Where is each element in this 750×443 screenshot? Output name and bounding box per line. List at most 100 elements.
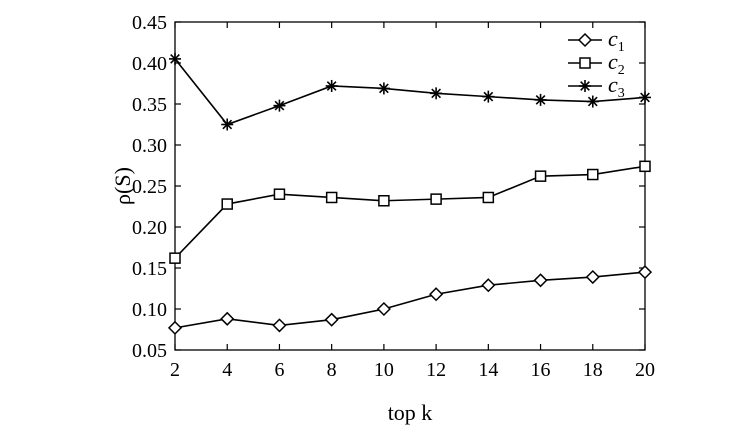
x-axis: 2 4 6 8 10 12 14 16 18 20 (170, 22, 655, 381)
star-marker-stroke (640, 92, 650, 103)
series-layer (167, 52, 653, 335)
legend-item-c3: c3 (568, 72, 625, 101)
series-c2 (169, 160, 651, 264)
data-point-c2 (482, 191, 495, 204)
data-point-c1 (481, 278, 496, 293)
series-line-c3 (174, 58, 646, 126)
legend-label: c1 (608, 26, 625, 55)
legend-label-base: c (608, 72, 618, 97)
legend-marker (577, 32, 593, 48)
y-tick-label: 0.15 (132, 258, 167, 280)
diamond-marker-shape (167, 320, 183, 335)
x-tick-label: 12 (426, 359, 446, 381)
square-marker-shape (534, 170, 547, 182)
diamond-marker-shape (429, 287, 444, 302)
legend-marker (579, 80, 591, 92)
x-tick-label: 2 (170, 359, 180, 381)
star-marker-stroke (483, 91, 494, 102)
square-marker-shape (639, 160, 651, 173)
y-tick-label: 0.20 (132, 217, 167, 239)
data-point-c1 (533, 273, 548, 288)
data-point-c2 (221, 198, 233, 210)
square-marker-shape (325, 191, 338, 204)
data-point-c1 (637, 265, 653, 280)
legend-marker (579, 57, 591, 69)
diamond-marker-shape (585, 269, 600, 285)
square-marker-shape (169, 252, 181, 264)
data-point-c3 (586, 95, 599, 108)
data-point-c2 (587, 168, 599, 181)
legend-label-subscript: 3 (618, 86, 625, 101)
x-tick-label: 8 (327, 359, 337, 381)
y-tick-label: 0.10 (132, 299, 167, 321)
diamond-marker-shape (324, 312, 339, 327)
star-marker-stroke (326, 81, 337, 91)
data-point-c2 (169, 252, 181, 264)
square-marker-shape (587, 168, 599, 181)
star-marker-stroke (535, 95, 546, 105)
legend-label: c2 (608, 49, 625, 78)
data-point-c2 (273, 188, 286, 200)
square-marker-shape (579, 57, 591, 69)
diamond-marker-shape (272, 318, 287, 333)
y-tick-label: 0.40 (132, 53, 167, 75)
star-marker-stroke (222, 119, 233, 130)
series-line-c2 (174, 165, 646, 259)
series-line-c1 (174, 271, 646, 329)
y-axis: 0.05 0.10 0.15 0.20 0.25 0.30 0.35 0.40 0.45 (132, 12, 645, 362)
legend-item-c2: c2 (568, 49, 625, 78)
data-point-c2 (378, 195, 390, 207)
star-marker-stroke (170, 54, 180, 64)
x-tick-label: 4 (222, 359, 232, 381)
star-marker-stroke (379, 83, 389, 94)
star-marker-stroke (431, 88, 441, 99)
y-tick-label: 0.45 (132, 12, 167, 34)
legend-label: c3 (608, 72, 625, 101)
square-marker-shape (430, 193, 442, 205)
data-point-c2 (325, 191, 338, 204)
y-axis-title: ρ(S) (110, 167, 135, 205)
data-point-c1 (324, 312, 339, 327)
diamond-marker-shape (577, 32, 593, 48)
legend-item-c1: c1 (568, 26, 625, 55)
data-point-c3 (221, 118, 234, 131)
y-tick-label: 0.25 (132, 176, 167, 198)
square-marker-shape (273, 188, 286, 200)
data-point-c1 (376, 301, 391, 317)
data-point-c3 (169, 52, 181, 65)
y-tick-label: 0.05 (132, 340, 167, 362)
diamond-marker-shape (533, 273, 548, 288)
star-marker-stroke (587, 96, 598, 107)
data-point-c1 (167, 320, 183, 335)
x-axis-title: top k (388, 400, 433, 425)
data-point-c3 (377, 82, 390, 95)
star-marker-stroke (274, 100, 285, 111)
diamond-marker-shape (481, 278, 496, 293)
data-point-c2 (639, 160, 651, 173)
y-tick-label: 0.30 (132, 135, 167, 157)
legend-label-base: c (608, 49, 618, 74)
legend-label-subscript: 2 (618, 63, 625, 78)
data-point-c2 (534, 170, 547, 182)
x-tick-label: 10 (374, 359, 394, 381)
square-marker-shape (378, 195, 390, 207)
star-marker-stroke (580, 81, 590, 91)
data-point-c3 (482, 90, 495, 103)
data-point-c3 (639, 91, 651, 104)
series-c3 (169, 52, 651, 131)
x-tick-label: 6 (274, 359, 284, 381)
diamond-marker-shape (376, 301, 391, 317)
data-point-c2 (430, 193, 442, 205)
diamond-marker-shape (637, 265, 653, 280)
x-tick-label: 20 (635, 359, 655, 381)
data-point-c1 (585, 269, 600, 285)
series-c1 (167, 265, 653, 335)
square-marker-shape (482, 191, 495, 204)
x-tick-label: 16 (531, 359, 551, 381)
data-point-c3 (534, 93, 547, 106)
x-tick-label: 18 (583, 359, 603, 381)
legend-label-base: c (608, 26, 618, 51)
data-point-c3 (273, 99, 286, 112)
data-point-c1 (220, 311, 235, 326)
